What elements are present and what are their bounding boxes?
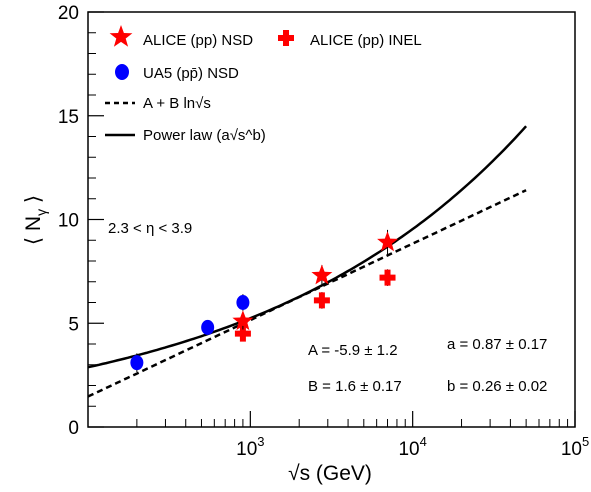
x-tick-label: 103 <box>236 434 264 460</box>
ua5-point <box>130 355 144 371</box>
legend-alice-nsd: ALICE (pp) NSD <box>109 25 253 49</box>
y-tick-label: 10 <box>58 211 79 232</box>
legend-alice-nsd-label: ALICE (pp) NSD <box>143 32 253 49</box>
alice-nsd-point <box>311 264 333 285</box>
legend-circle-icon <box>115 64 129 80</box>
legend-alice-inel: ALICE (pp) INEL <box>278 30 422 49</box>
y-tick-label: 20 <box>58 3 79 24</box>
fit-b-label: b = 0.26 ± 0.02 <box>447 378 547 395</box>
legend-cross-icon <box>278 30 294 46</box>
fit-curves <box>87 125 528 398</box>
fit-B-label: B = 1.6 ± 0.17 <box>308 378 402 395</box>
x-axis-label: √s (GeV) <box>288 462 372 485</box>
alice-nsd-point <box>232 310 254 331</box>
y-axis-label: ⟨ Nγ ⟩ <box>22 195 49 245</box>
fit-a-label: a = 0.87 ± 0.17 <box>447 336 547 353</box>
y-tick-label: 0 <box>68 418 79 439</box>
alice-inel-point <box>234 325 251 342</box>
alice-inel-point <box>379 269 396 286</box>
x-tick-label: 104 <box>398 434 426 460</box>
ua5-point <box>236 295 250 310</box>
legend-alice-inel-label: ALICE (pp) INEL <box>310 32 422 49</box>
legend-ua5: UA5 (pp̄) NSD <box>115 64 239 82</box>
legend-log-fit: A + B ln√s <box>105 95 211 112</box>
legend-power-law: Power law (a√s^b) <box>105 127 266 144</box>
legend-log-fit-label: A + B ln√s <box>143 95 211 112</box>
legend-power-law-label: Power law (a√s^b) <box>143 127 266 144</box>
y-tick-label: 15 <box>58 107 79 128</box>
x-tick-label: 105 <box>561 434 589 460</box>
y-tick-label: 5 <box>68 314 79 335</box>
power-law-curve <box>87 125 528 369</box>
eta-range-label: 2.3 < η < 3.9 <box>108 220 192 237</box>
legend-ua5-label: UA5 (pp̄) NSD <box>143 65 239 82</box>
legend-star-icon <box>109 25 133 47</box>
alice-nsd-point <box>377 231 398 252</box>
fit-A-label: A = -5.9 ± 1.2 <box>308 342 398 359</box>
data-points <box>130 229 398 373</box>
ua5-point <box>201 319 215 335</box>
alice-inel-point <box>313 292 330 309</box>
svg-text:⟨ Nγ ⟩: ⟨ Nγ ⟩ <box>22 195 49 245</box>
legend: ALICE (pp) NSD ALICE (pp) INEL UA5 (pp̄)… <box>105 25 422 144</box>
